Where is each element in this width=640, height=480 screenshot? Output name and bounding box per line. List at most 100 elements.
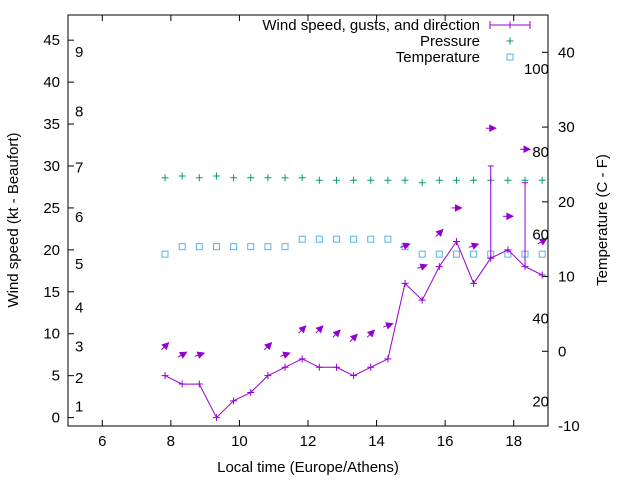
x-tick-label: 8	[167, 433, 175, 450]
wind-direction-arrow	[502, 212, 515, 221]
wind-direction-arrow	[451, 204, 463, 212]
y2-tick-label: 40	[558, 44, 575, 61]
pressure-point	[367, 176, 375, 184]
pressure-point	[435, 176, 443, 184]
y2-tick-label: 20	[558, 194, 575, 211]
pressure-point	[298, 174, 306, 182]
y-tick-label: 15	[43, 284, 60, 301]
wind-direction-arrow	[298, 325, 307, 334]
pressure-point	[212, 172, 220, 180]
fahrenheit-label: 40	[532, 310, 549, 327]
wind-direction-arrow	[400, 242, 411, 250]
temperature-point	[212, 243, 220, 251]
pressure-series	[161, 172, 546, 187]
x-tick-label: 10	[231, 433, 248, 450]
wind-speed-point	[161, 372, 169, 380]
arrow-head	[196, 351, 206, 359]
beaufort-label: 8	[75, 103, 83, 120]
pressure-point	[504, 176, 512, 184]
arrow-head	[315, 325, 324, 334]
legend-sample-pressure	[506, 37, 514, 45]
pressure-point	[178, 172, 186, 180]
temperature-point	[418, 250, 426, 258]
pressure-point	[332, 176, 340, 184]
wind-speed-point	[332, 363, 340, 371]
wind-direction-arrow	[537, 238, 548, 246]
arrow-head	[264, 341, 273, 351]
wind-speed-point	[281, 363, 289, 371]
x-tick-label: 16	[437, 433, 454, 450]
y2-tick-label: 30	[558, 119, 575, 136]
pressure-point	[230, 174, 238, 182]
legend-label-wind: Wind speed, gusts, and direction	[262, 17, 480, 34]
temperature-point	[230, 243, 238, 251]
pressure-point	[161, 174, 169, 182]
arrow-head	[435, 228, 444, 237]
wind-direction-arrow	[349, 333, 358, 342]
pressure-point	[247, 174, 255, 182]
fahrenheit-label: 100	[524, 61, 549, 78]
fahrenheit-label: 80	[532, 144, 549, 161]
legend-sample-temperature	[506, 53, 514, 61]
wind-speed-point	[538, 271, 546, 279]
arrow-head	[419, 263, 428, 271]
pressure-point	[401, 176, 409, 184]
pressure-point	[384, 176, 392, 184]
beaufort-label: 6	[75, 209, 83, 226]
wind-direction-arrow	[383, 322, 394, 330]
wind-direction-arrow	[161, 341, 170, 351]
arrow-head	[506, 212, 515, 221]
pressure-point	[315, 176, 323, 184]
pressure-point	[281, 174, 289, 182]
plot-frame	[67, 14, 549, 427]
x-axis-title: Local time (Europe/Athens)	[217, 459, 399, 476]
arrow-head	[349, 333, 358, 342]
x-tick-label: 6	[98, 433, 106, 450]
arrow-head	[489, 124, 497, 133]
wind-direction-arrow	[435, 228, 444, 237]
temperature-point	[315, 235, 323, 243]
fahrenheit-label: 20	[532, 393, 549, 410]
y2-tick-label: 10	[558, 269, 575, 286]
wind-direction-arrow	[520, 145, 532, 154]
temperature-point	[281, 243, 289, 251]
wind-direction-arrow	[280, 351, 291, 359]
temperature-point	[367, 235, 375, 243]
arrow-head	[366, 329, 376, 338]
y-tick-label: 5	[52, 368, 60, 385]
wind-speed-line	[164, 240, 543, 419]
wind-direction-arrow	[315, 325, 324, 334]
legend-label-pressure: Pressure	[420, 33, 480, 50]
wind-speed-point	[504, 246, 512, 254]
beaufort-label: 1	[75, 399, 83, 416]
wind-direction-arrow	[366, 329, 376, 338]
temperature-point	[195, 243, 203, 251]
pressure-point	[452, 176, 460, 184]
wind-speed-point	[178, 380, 186, 388]
beaufort-label: 5	[75, 256, 83, 273]
wind-speed-point	[470, 279, 478, 287]
legend-samples	[489, 21, 531, 61]
wind-series	[161, 165, 546, 422]
wind-speed-point	[195, 380, 203, 388]
beaufort-label: 7	[75, 160, 83, 177]
arrow-head	[385, 322, 394, 330]
temperature-point	[435, 250, 443, 258]
x-tick-label: 12	[300, 433, 317, 450]
wind-direction-arrow	[468, 242, 480, 250]
pressure-point	[350, 176, 358, 184]
wind-direction-arrow	[194, 351, 206, 359]
tick-labels: 6 8 10 12 14 16 18051015202530354045-100102030…	[43, 32, 579, 450]
temperature-point	[264, 243, 272, 251]
arrow-head	[538, 238, 548, 246]
arrow-head	[402, 242, 411, 250]
pressure-point	[538, 176, 546, 184]
beaufort-label: 3	[75, 338, 83, 355]
arrow-head	[470, 242, 480, 250]
wind-speed-point	[350, 372, 358, 380]
pressure-point	[264, 174, 272, 182]
fahrenheit-label: 60	[532, 227, 549, 244]
wind-speed-point	[418, 296, 426, 304]
y2-tick-label: -10	[558, 418, 580, 435]
